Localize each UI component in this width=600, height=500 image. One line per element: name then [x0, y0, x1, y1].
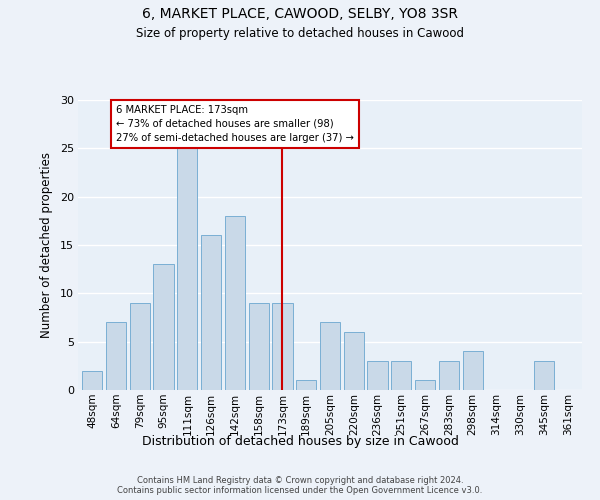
Bar: [225, 216, 245, 390]
Bar: [415, 380, 435, 390]
Bar: [154, 264, 173, 390]
Bar: [391, 361, 412, 390]
Bar: [82, 370, 103, 390]
Bar: [106, 322, 126, 390]
Bar: [272, 303, 293, 390]
Bar: [296, 380, 316, 390]
Bar: [130, 303, 150, 390]
Text: 6, MARKET PLACE, CAWOOD, SELBY, YO8 3SR: 6, MARKET PLACE, CAWOOD, SELBY, YO8 3SR: [142, 8, 458, 22]
Text: 6 MARKET PLACE: 173sqm
← 73% of detached houses are smaller (98)
27% of semi-det: 6 MARKET PLACE: 173sqm ← 73% of detached…: [116, 105, 354, 143]
Bar: [177, 148, 197, 390]
Text: Distribution of detached houses by size in Cawood: Distribution of detached houses by size …: [142, 435, 458, 448]
Bar: [463, 352, 483, 390]
Bar: [320, 322, 340, 390]
Bar: [439, 361, 459, 390]
Y-axis label: Number of detached properties: Number of detached properties: [40, 152, 53, 338]
Bar: [201, 236, 221, 390]
Text: Contains HM Land Registry data © Crown copyright and database right 2024.
Contai: Contains HM Land Registry data © Crown c…: [118, 476, 482, 495]
Bar: [248, 303, 269, 390]
Bar: [367, 361, 388, 390]
Bar: [344, 332, 364, 390]
Bar: [534, 361, 554, 390]
Text: Size of property relative to detached houses in Cawood: Size of property relative to detached ho…: [136, 28, 464, 40]
